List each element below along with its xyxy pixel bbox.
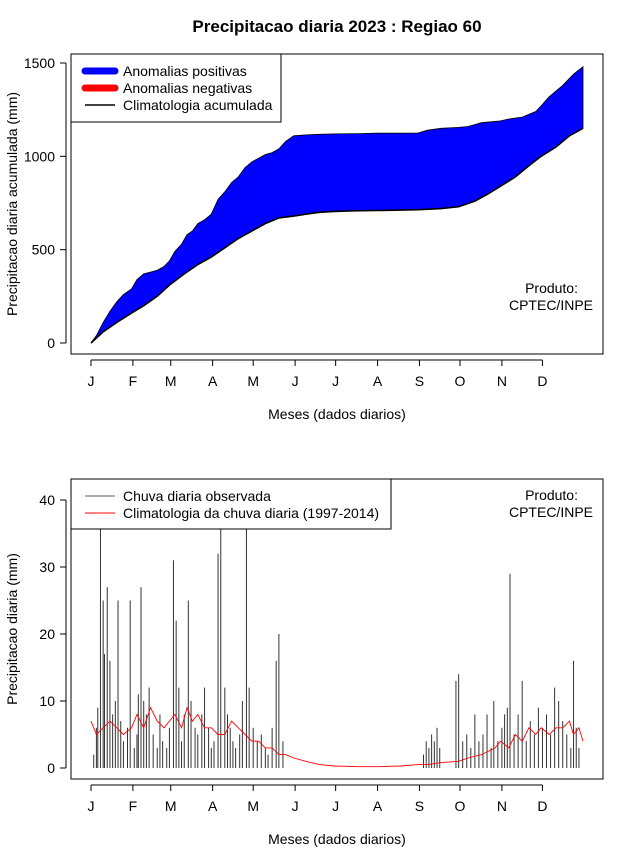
bottom-legend: Chuva diaria observada Climatologia da c… (70, 478, 392, 530)
bottom-x-axis-label: Meses (dados diarios) (268, 831, 406, 847)
bottom-y-tick-label: 40 (39, 492, 55, 508)
legend-label-positive: Anomalias positivas (123, 63, 247, 79)
bottom-x-tick-label: O (455, 798, 466, 814)
bottom-x-tick-label: J (88, 798, 95, 814)
top-x-axis-label: Meses (dados diarios) (268, 406, 406, 422)
bottom-x-tick-label: A (208, 798, 218, 814)
top-y-tick-label: 1000 (24, 148, 55, 164)
top-plot-frame (70, 53, 604, 355)
top-y-axis-label: Precipitacao diaria acumulada (mm) (4, 92, 20, 316)
top-x-tick-label: O (455, 373, 466, 389)
top-x-tick-label: N (497, 373, 507, 389)
bottom-x-tick-label: A (373, 798, 383, 814)
top-y-tick-label: 1500 (24, 55, 55, 71)
top-x-tick-label: A (373, 373, 383, 389)
bottom-x-tick-label: M (247, 798, 259, 814)
top-y-tick-label: 500 (32, 242, 56, 258)
top-x-tick-label: J (292, 373, 299, 389)
bottom-x-tick-label: S (415, 798, 424, 814)
top-x-tick-label: M (247, 373, 259, 389)
bottom-x-tick-label: J (292, 798, 299, 814)
legend-label-negative: Anomalias negativas (123, 80, 252, 96)
bottom-y-tick-label: 0 (47, 760, 55, 776)
bottom-product-label: Produto: (525, 487, 578, 503)
bottom-y-axis: 0 10 20 30 40 (39, 492, 67, 776)
bottom-y-axis-label: Precipitacao diaria (mm) (4, 553, 20, 705)
top-x-tick-label: S (415, 373, 424, 389)
top-x-tick-label: F (129, 373, 138, 389)
chart-title: Precipitacao diaria 2023 : Regiao 60 (192, 17, 481, 36)
top-legend: Anomalias positivas Anomalias negativas … (70, 53, 282, 123)
top-x-tick-label: A (208, 373, 218, 389)
top-x-tick-label: J (88, 373, 95, 389)
bottom-y-tick-label: 20 (39, 626, 55, 642)
top-x-tick-label: J (332, 373, 339, 389)
top-y-tick-label: 0 (47, 335, 55, 351)
top-panel: 0 500 1000 1500 J F M A M J J A S O N D Meses (dados d… (4, 53, 604, 422)
legend-label-climatology: Climatologia acumulada (123, 97, 273, 113)
bottom-y-tick-label: 30 (39, 559, 55, 575)
bottom-x-tick-label: M (165, 798, 177, 814)
bottom-x-tick-label: N (497, 798, 507, 814)
bottom-product-source: CPTEC/INPE (509, 504, 593, 520)
top-product-source: CPTEC/INPE (509, 297, 593, 313)
bottom-panel: 0 10 20 30 40 J F M A M J J A S O N D Meses (dados diar… (4, 478, 604, 847)
top-y-axis: 0 500 1000 1500 (24, 55, 67, 351)
bottom-x-tick-label: J (332, 798, 339, 814)
top-x-tick-label: D (537, 373, 547, 389)
climatology-line (90, 127, 584, 344)
bottom-x-tick-label: D (537, 798, 547, 814)
bottom-x-tick-label: F (129, 798, 138, 814)
bottom-legend-box (70, 478, 392, 530)
bottom-y-tick-label: 10 (39, 693, 55, 709)
legend-label-daily-climatology: Climatologia da chuva diaria (1997-2014) (123, 505, 379, 521)
top-x-tick-label: M (165, 373, 177, 389)
top-product-label: Produto: (525, 280, 578, 296)
legend-label-observed: Chuva diaria observada (123, 488, 271, 504)
daily-climatology-line (90, 706, 584, 768)
